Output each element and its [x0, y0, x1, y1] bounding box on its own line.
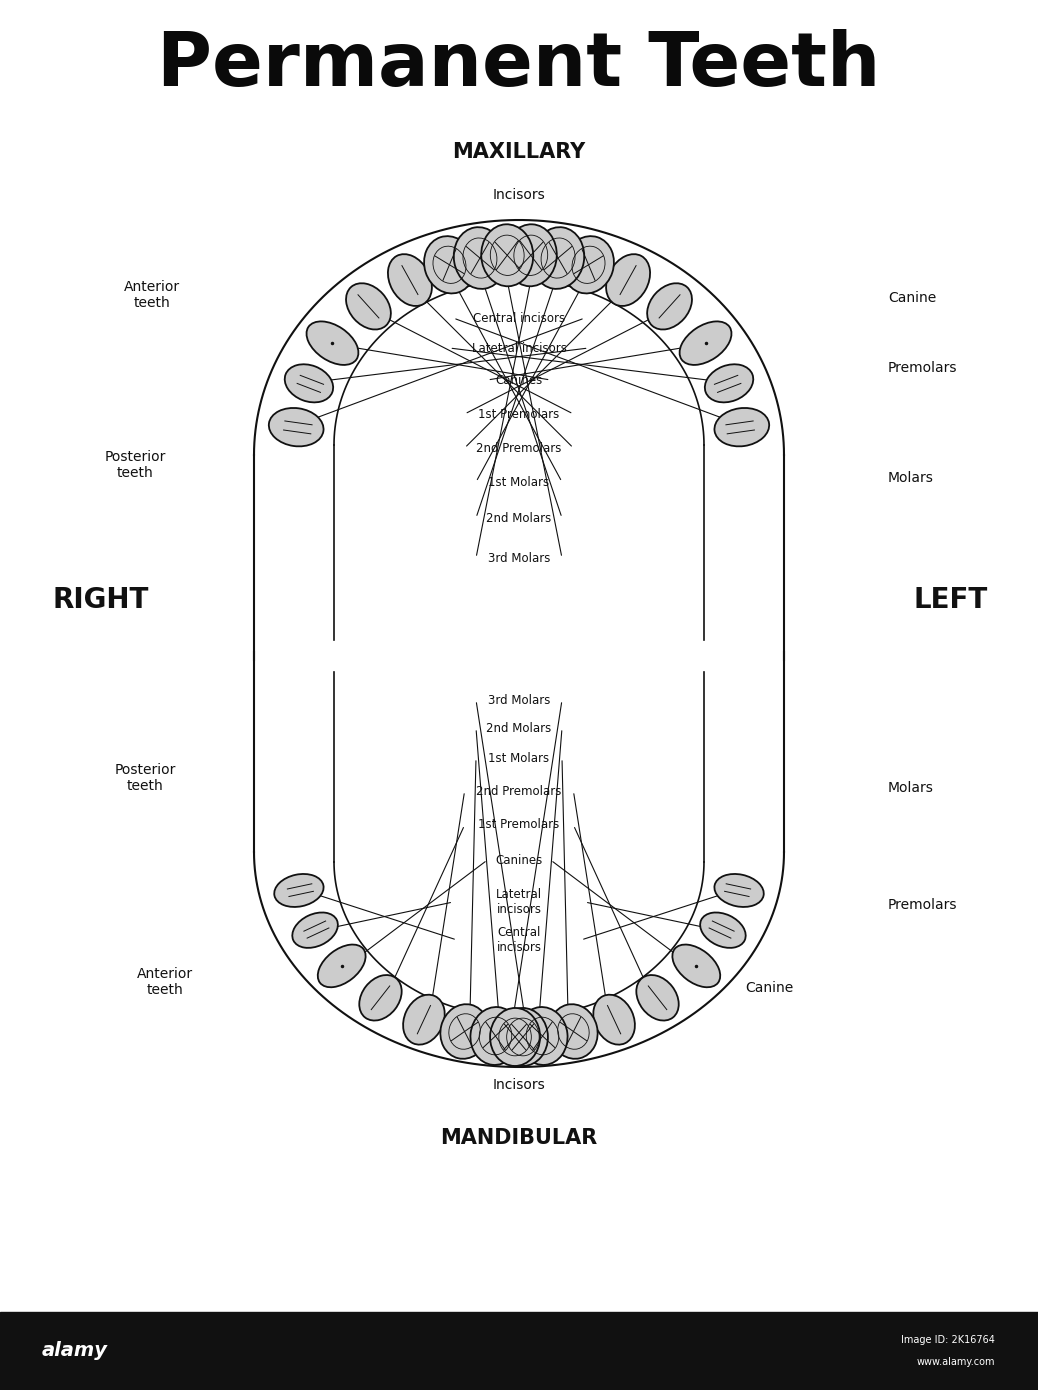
- Text: 3rd Molars: 3rd Molars: [488, 694, 550, 706]
- Text: Latetral
incisors: Latetral incisors: [496, 888, 542, 916]
- Text: Molars: Molars: [887, 781, 934, 795]
- Ellipse shape: [564, 236, 613, 293]
- Ellipse shape: [531, 227, 584, 289]
- Ellipse shape: [636, 974, 679, 1020]
- Ellipse shape: [293, 912, 337, 948]
- Text: Latetral incisors: Latetral incisors: [471, 342, 567, 354]
- Text: 1st Premolars: 1st Premolars: [479, 407, 559, 421]
- Text: RIGHT: RIGHT: [52, 587, 148, 614]
- Ellipse shape: [306, 321, 358, 366]
- Ellipse shape: [274, 874, 324, 906]
- Text: 1st Molars: 1st Molars: [489, 475, 549, 488]
- Ellipse shape: [346, 284, 391, 329]
- Text: Anterior
teeth: Anterior teeth: [124, 279, 180, 310]
- Ellipse shape: [705, 364, 754, 402]
- Text: Canines: Canines: [495, 853, 543, 866]
- Bar: [0, 1312, 1038, 1390]
- Ellipse shape: [714, 407, 769, 446]
- Ellipse shape: [549, 1004, 598, 1059]
- Ellipse shape: [680, 321, 732, 366]
- Ellipse shape: [673, 945, 720, 987]
- Ellipse shape: [504, 224, 556, 286]
- Text: Posterior
teeth: Posterior teeth: [104, 450, 166, 480]
- Text: Molars: Molars: [887, 471, 934, 485]
- Ellipse shape: [490, 1008, 540, 1066]
- Text: 3rd Molars: 3rd Molars: [488, 552, 550, 564]
- Ellipse shape: [518, 1006, 568, 1065]
- Text: 1st Premolars: 1st Premolars: [479, 819, 559, 831]
- Text: Permanent Teeth: Permanent Teeth: [158, 29, 880, 101]
- Ellipse shape: [388, 254, 432, 306]
- Ellipse shape: [454, 227, 507, 289]
- Ellipse shape: [284, 364, 333, 402]
- Text: www.alamy.com: www.alamy.com: [917, 1357, 995, 1366]
- Text: Canine: Canine: [745, 981, 793, 995]
- Ellipse shape: [606, 254, 650, 306]
- Ellipse shape: [318, 945, 365, 987]
- Text: Premolars: Premolars: [887, 898, 957, 912]
- Text: Image ID: 2K16764: Image ID: 2K16764: [901, 1334, 995, 1346]
- Text: 2nd Premolars: 2nd Premolars: [476, 442, 562, 455]
- Ellipse shape: [701, 912, 745, 948]
- Text: Incisors: Incisors: [493, 188, 545, 202]
- Text: 2nd Premolars: 2nd Premolars: [476, 784, 562, 798]
- Ellipse shape: [498, 1008, 548, 1066]
- Text: Premolars: Premolars: [887, 361, 957, 375]
- Ellipse shape: [594, 995, 635, 1045]
- Ellipse shape: [403, 995, 444, 1045]
- Text: Posterior
teeth: Posterior teeth: [114, 763, 175, 794]
- Text: MANDIBULAR: MANDIBULAR: [440, 1129, 598, 1148]
- Ellipse shape: [647, 284, 692, 329]
- Text: Canines: Canines: [495, 374, 543, 386]
- Text: Central
incisors: Central incisors: [496, 926, 542, 954]
- Text: LEFT: LEFT: [913, 587, 988, 614]
- Ellipse shape: [425, 236, 474, 293]
- Text: Anterior
teeth: Anterior teeth: [137, 967, 193, 997]
- Text: 2nd Molars: 2nd Molars: [487, 721, 551, 734]
- Text: MAXILLARY: MAXILLARY: [453, 142, 585, 163]
- Text: 1st Molars: 1st Molars: [489, 752, 549, 764]
- Text: Incisors: Incisors: [493, 1079, 545, 1093]
- Text: 2nd Molars: 2nd Molars: [487, 512, 551, 524]
- Ellipse shape: [482, 224, 534, 286]
- Text: Canine: Canine: [887, 291, 936, 304]
- Ellipse shape: [359, 974, 402, 1020]
- Text: Central incisors: Central incisors: [473, 311, 565, 324]
- Ellipse shape: [440, 1004, 489, 1059]
- Ellipse shape: [714, 874, 764, 906]
- Text: alamy: alamy: [42, 1341, 108, 1361]
- Ellipse shape: [470, 1006, 520, 1065]
- Ellipse shape: [269, 407, 324, 446]
